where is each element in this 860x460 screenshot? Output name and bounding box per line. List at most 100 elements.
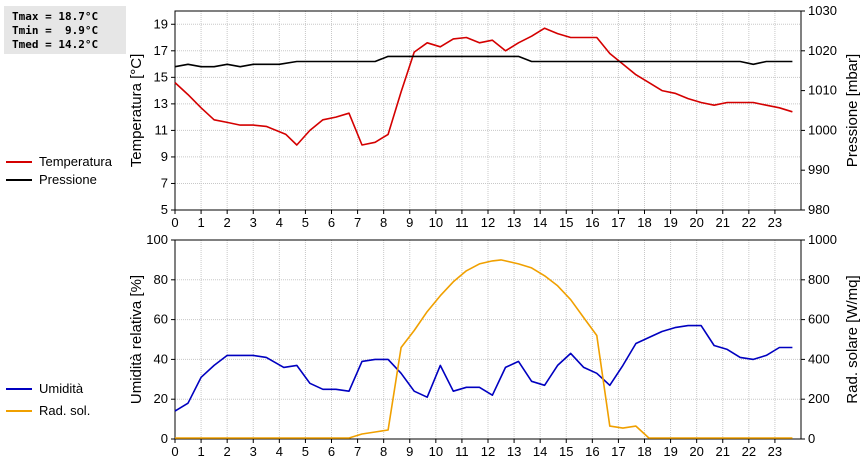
legend-label-temperatura: Temperatura [39, 154, 112, 169]
x-tick-label-19: 19 [663, 444, 677, 459]
y-tick-label-100: 100 [146, 232, 168, 247]
x-tick-label-9: 9 [406, 215, 413, 230]
x-tick-label-1: 1 [197, 215, 204, 230]
y-tick-label-80: 80 [154, 272, 168, 287]
x-tick-label-8: 8 [380, 215, 387, 230]
legend-label-umidita: Umidità [39, 381, 84, 396]
x-tick-label-20: 20 [689, 215, 703, 230]
x-tick-label-22: 22 [742, 444, 756, 459]
y-tick-label-11: 11 [155, 122, 169, 137]
y-axis-label-temperatura: Temperatura [°C] [128, 54, 145, 168]
x-tick-label-11: 11 [455, 444, 469, 459]
x-tick-label-0: 0 [171, 215, 178, 230]
x-tick-label-11: 11 [455, 215, 469, 230]
x-tick-label-8: 8 [380, 444, 387, 459]
x-tick-label-17: 17 [611, 215, 625, 230]
x-tick-label-2: 2 [224, 215, 231, 230]
x-tick-label-12: 12 [481, 215, 495, 230]
x-tick-label-3: 3 [250, 444, 257, 459]
x-tick-label-1: 1 [197, 444, 204, 459]
x-tick-label-5: 5 [302, 215, 309, 230]
y2-tick-label-1000: 1000 [808, 232, 837, 247]
x-tick-label-18: 18 [637, 215, 651, 230]
y-tick-label-19: 19 [154, 16, 168, 31]
x-tick-label-16: 16 [585, 215, 599, 230]
x-tick-label-12: 12 [481, 444, 495, 459]
legend-swatch-pressione [6, 179, 32, 181]
x-tick-label-22: 22 [742, 215, 756, 230]
x-tick-label-10: 10 [429, 215, 443, 230]
series-line-rad-sol [175, 259, 793, 439]
y-tick-label-13: 13 [154, 96, 168, 111]
y-axis-0: 5 7 9 11 13 15 17 19 [154, 16, 175, 217]
x-tick-label-4: 4 [276, 444, 283, 459]
y2-tick-label-1020: 1020 [808, 43, 837, 58]
stat-tmax: Tmax = 18.7°C [12, 10, 99, 23]
x-tick-label-14: 14 [533, 444, 547, 459]
series-line-temperatura [174, 27, 793, 146]
x-axis-1: 0 1 2 3 4 5 6 7 8 9 10 11 12 13 14 15 16 17 18 19 20 21 22 23 [171, 439, 782, 459]
x-axis-0: 0 1 2 3 4 5 6 7 8 9 10 11 12 13 14 15 16 17 18 19 20 21 22 23 [171, 210, 782, 230]
y2-tick-label-1010: 1010 [808, 83, 837, 98]
stat-tmed: Tmed = 14.2°C [12, 38, 99, 51]
y-tick-label-15: 15 [154, 69, 168, 84]
x-tick-label-20: 20 [689, 444, 703, 459]
y-axis-1: 0 20 40 60 80 100 [146, 232, 175, 446]
x-tick-label-5: 5 [302, 444, 309, 459]
x-tick-label-17: 17 [611, 444, 625, 459]
legend-swatch-temperatura [6, 161, 32, 163]
y2-axis-label-radiazione: Rad. solare [W/mq] [844, 275, 860, 403]
x-tick-label-13: 13 [507, 215, 521, 230]
legend-swatch-radiazione [6, 410, 32, 412]
x-tick-label-16: 16 [585, 444, 599, 459]
x-tick-label-4: 4 [276, 215, 283, 230]
y2-tick-label-980: 980 [808, 202, 830, 217]
x-tick-label-15: 15 [559, 444, 573, 459]
grid-1 [175, 239, 801, 439]
y2-axis-label-pressione: Pressione [mbar] [844, 54, 860, 167]
x-tick-label-13: 13 [507, 444, 521, 459]
x-tick-label-3: 3 [250, 215, 257, 230]
y2-tick-label-600: 600 [808, 312, 830, 327]
x-tick-label-10: 10 [429, 444, 443, 459]
x-tick-label-9: 9 [406, 444, 413, 459]
plot-frame-1 [174, 239, 802, 440]
y-axis-label-umidita: Umidità relativa [%] [128, 275, 145, 404]
x-tick-label-23: 23 [768, 215, 782, 230]
y2-axis-0: 980 990 1000 1010 1020 1030 [801, 3, 837, 217]
legend-label-pressione: Pressione [39, 172, 97, 187]
chart-humidity-radiation: 0 1 2 3 4 5 6 7 8 9 10 11 12 13 14 15 16 17 18 19 20 21 22 2302… [128, 232, 860, 459]
y-tick-label-20: 20 [154, 391, 168, 406]
x-tick-label-18: 18 [637, 444, 651, 459]
x-tick-label-15: 15 [559, 215, 573, 230]
y2-axis-1: 0 200 400 600 800 1000 [801, 232, 837, 446]
y-tick-label-9: 9 [161, 149, 168, 164]
x-tick-label-6: 6 [328, 444, 335, 459]
x-tick-label-14: 14 [533, 215, 547, 230]
y-tick-label-0: 0 [161, 431, 168, 446]
x-tick-label-6: 6 [328, 215, 335, 230]
stats-box: Tmax = 18.7°C Tmin = 9.9°C Tmed = 14.2°C [4, 6, 126, 54]
x-tick-label-7: 7 [354, 215, 361, 230]
chart-temperature-pressure: 0 1 2 3 4 5 6 7 8 9 10 11 12 13 14 15 16 17 18 19 20 21 22 2357… [128, 3, 860, 230]
series-line-pressione [174, 55, 793, 68]
x-tick-label-21: 21 [716, 215, 730, 230]
y2-tick-label-990: 990 [808, 162, 830, 177]
grid-0 [175, 11, 801, 210]
y2-tick-label-800: 800 [808, 272, 830, 287]
x-tick-label-21: 21 [716, 444, 730, 459]
series-line-umidit [174, 324, 793, 412]
stat-tmin: Tmin = 9.9°C [12, 24, 99, 37]
y-tick-label-7: 7 [161, 175, 168, 190]
y-tick-label-17: 17 [154, 43, 168, 58]
x-tick-label-2: 2 [224, 444, 231, 459]
y-tick-label-40: 40 [154, 351, 168, 366]
y2-tick-label-1000: 1000 [808, 122, 837, 137]
legend-label-radiazione: Rad. sol. [39, 403, 91, 418]
y2-tick-label-400: 400 [808, 351, 830, 366]
x-tick-label-0: 0 [171, 444, 178, 459]
x-tick-label-19: 19 [663, 215, 677, 230]
legend-swatch-umidita [6, 388, 32, 390]
y-tick-label-60: 60 [154, 312, 168, 327]
